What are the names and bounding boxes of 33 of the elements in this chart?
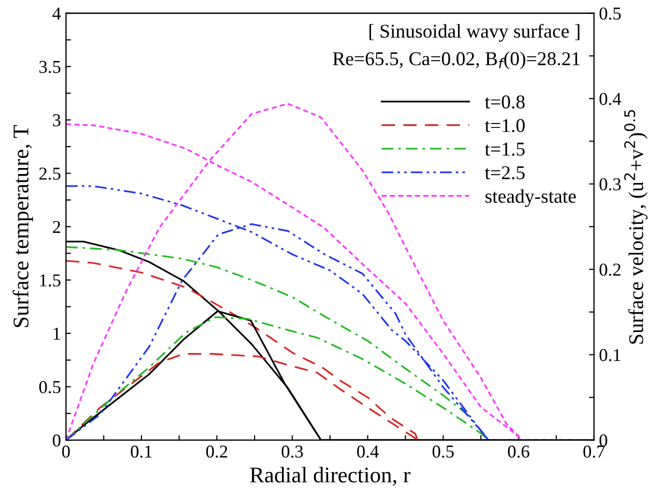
y2-axis-title: Surface velocity, (u$^{2}$+v$^{2}$)$^{0.5}$	[624, 110, 648, 344]
legend-label: t=1.0	[484, 119, 525, 132]
y-tick-label: 1.5	[40, 274, 60, 287]
y2-tick-label: 0.2	[600, 264, 620, 276]
x-tick-label: 0.3	[282, 445, 303, 458]
legend-label: t=1.5	[484, 142, 525, 156]
legend-label: t=2.5	[484, 166, 525, 180]
y2-tick-label: 0	[600, 434, 608, 447]
x-tick-label: 0.1	[130, 445, 152, 458]
y-tick-label: 1	[54, 328, 60, 340]
x-axis-title: Radial direction, r	[250, 466, 410, 486]
y-tick-label: 3	[52, 114, 60, 126]
legend-label: steady-state	[486, 189, 576, 207]
x-tick-label: 0.2	[206, 445, 228, 458]
x-tick-label: 0.5	[432, 445, 454, 458]
x-tick-label: 0.4	[357, 445, 379, 458]
x-tick-label: 0.6	[508, 445, 530, 458]
x-tick-label: 0.7	[583, 445, 605, 458]
y-tick-label: 4	[52, 8, 61, 20]
y-tick-label: 0	[52, 434, 60, 447]
x-tick-label: 0	[62, 445, 70, 458]
y2-tick-label: 0.1	[600, 348, 620, 362]
y2-tick-label: 0.3	[600, 178, 621, 190]
legend-label: t=0.8	[484, 95, 525, 109]
y-tick-label: 2.5	[39, 168, 60, 180]
y-tick-label: 0.5	[39, 380, 60, 394]
y-tick-label: 3.5	[39, 60, 60, 74]
y2-tick-label: 0.4	[600, 92, 622, 106]
y2-tick-label: 0.5	[600, 7, 621, 20]
y-axis-title: Surface temperature, T	[12, 125, 34, 328]
annotation: [ Sinusoidal wavy surface ]	[369, 24, 580, 42]
annotation: Re=65.5, Ca=0.02, B$_{f}$(0)=28.21	[332, 52, 580, 70]
y-tick-label: 2	[52, 220, 60, 233]
